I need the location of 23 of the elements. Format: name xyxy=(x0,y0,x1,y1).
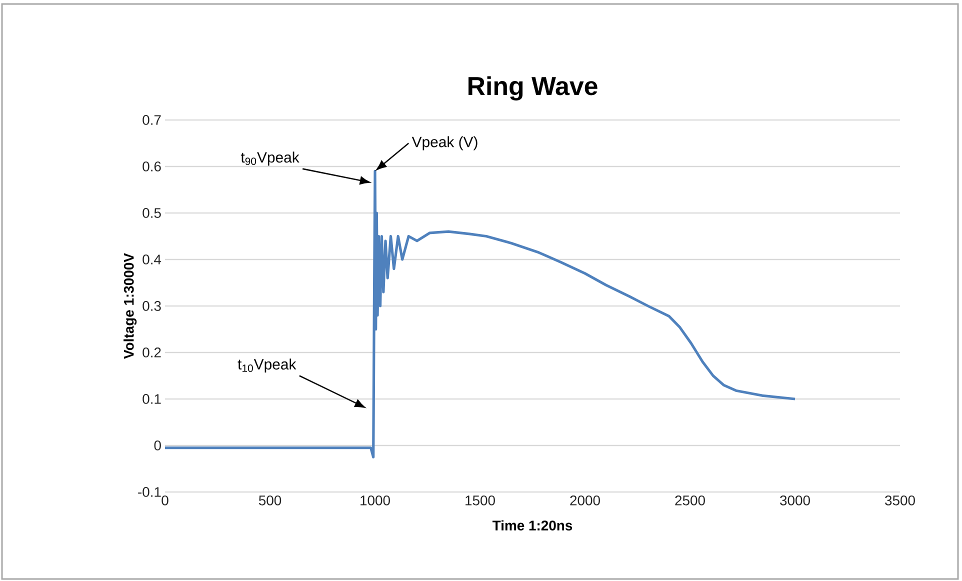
y-tick-label: 0.1 xyxy=(142,394,161,404)
x-tick-label: 2000 xyxy=(570,495,600,506)
y-tick-label: 0.2 xyxy=(142,348,161,358)
y-tick-label: 0.6 xyxy=(142,162,161,172)
annotation: Vpeak (V) xyxy=(412,136,478,150)
y-axis-title: Voltage 1:3000V xyxy=(124,253,137,359)
x-tick-label: 500 xyxy=(258,495,282,506)
annotation: t$_{90}$Vpeak xyxy=(240,152,300,166)
y-tick-label: 0.7 xyxy=(142,115,161,125)
x-tick-label: 0 xyxy=(162,495,168,506)
annotation: t$_{10}$Vpeak xyxy=(238,358,296,373)
y-tick-label: -0.1 xyxy=(138,487,161,497)
y-tick-label: 0 xyxy=(154,440,161,450)
y-tick-label: 0.5 xyxy=(142,208,161,218)
x-tick-label: 1000 xyxy=(360,495,390,506)
y-tick-label: 0.3 xyxy=(142,301,161,311)
y-tick-label: 0.4 xyxy=(142,254,162,264)
x-tick-label: 2500 xyxy=(675,495,705,506)
x-tick-label: 3500 xyxy=(885,495,915,506)
x-axis-title: Time 1:20ns xyxy=(492,520,572,530)
x-tick-label: 3000 xyxy=(780,495,810,506)
chart-title: Ring Wave xyxy=(468,76,598,100)
x-tick-label: 1500 xyxy=(466,495,495,506)
